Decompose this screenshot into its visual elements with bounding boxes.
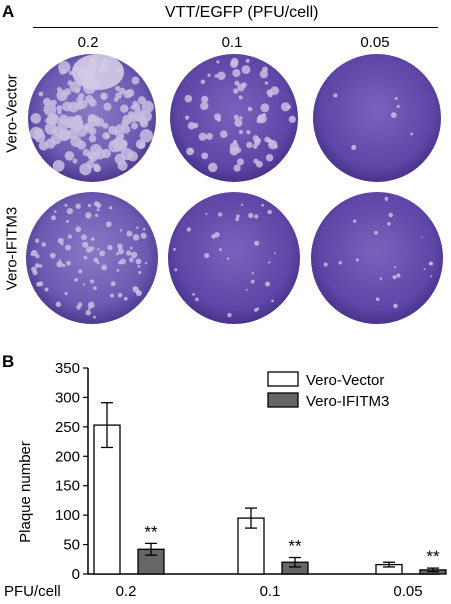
legend-swatch [267, 392, 299, 408]
x-axis-label: PFU/cell [4, 583, 61, 600]
y-tick-label: 150 [55, 478, 80, 495]
y-tick-label: 100 [55, 507, 80, 524]
dose-label-3: 0.05 [360, 34, 390, 51]
panel-b-letter: B [2, 352, 15, 371]
y-axis-label: Plaque number [17, 441, 34, 543]
panel-a-letter: A [2, 2, 15, 21]
plate-ifitm3-0.2 [26, 192, 158, 324]
significance-marker: ** [144, 522, 158, 541]
plate-ifitm3-0.1 [168, 192, 300, 324]
plaque-number-chart: Plaque number PFU/cell 0 50 100 150 200 250 30… [4, 360, 447, 600]
plaque-plates-photo [26, 54, 443, 324]
y-tick-label: 50 [63, 537, 80, 554]
x-tick-label: 0.1 [260, 583, 281, 600]
panel-a-header: VTT/EGFP (PFU/cell) [165, 4, 319, 21]
legend-label: Vero-Vector [306, 372, 384, 389]
dose-label-2: 0.1 [221, 34, 243, 51]
y-tick-label: 300 [55, 389, 80, 406]
panel-a-header-rule [33, 27, 438, 28]
y-tick-label: 200 [55, 448, 80, 465]
dose-label-1: 0.2 [77, 34, 99, 51]
legend-swatch [267, 371, 299, 387]
y-tick-label: 0 [72, 566, 80, 583]
x-tick-label: 0.05 [393, 583, 422, 600]
plate-ifitm3-0.05 [311, 192, 443, 324]
significance-marker: ** [426, 547, 440, 566]
y-tick-label: 250 [55, 419, 80, 436]
y-tick-label: 350 [55, 360, 80, 377]
x-tick-label: 0.2 [116, 583, 137, 600]
significance-marker: ** [288, 537, 302, 556]
legend-label: Vero-IFITM3 [306, 393, 389, 410]
bar-vector [93, 424, 121, 575]
plate-vector-0.05 [313, 54, 441, 182]
